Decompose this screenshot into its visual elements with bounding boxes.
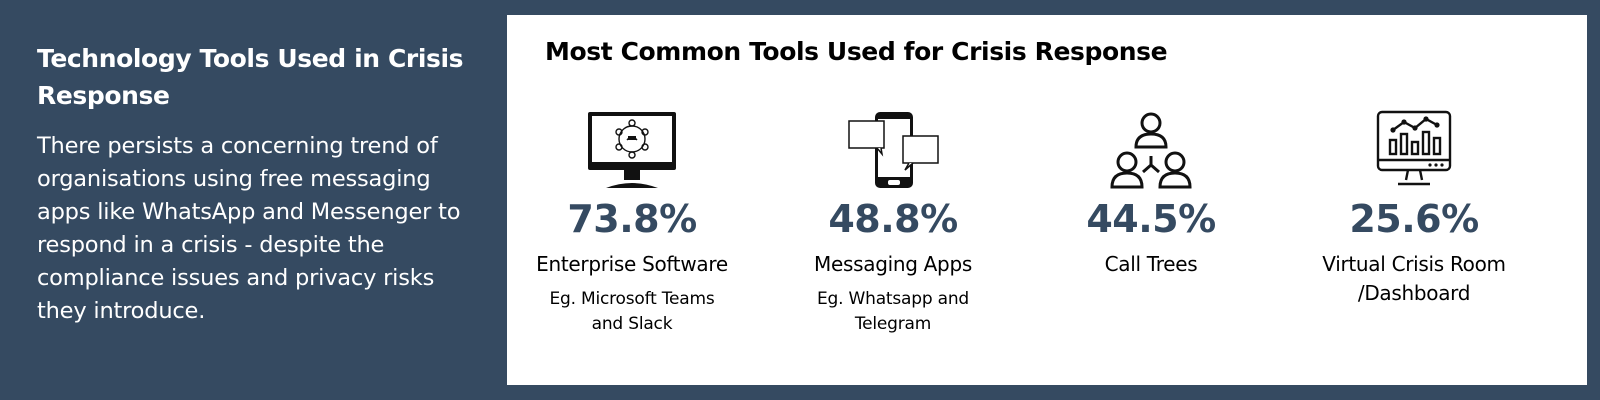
smartphone-chat-icon: [848, 112, 939, 188]
stat-virtual-crisis-room: 25.6% Virtual Crisis Room /Dashboard: [1289, 110, 1539, 308]
stat-value: 44.5%: [1086, 197, 1216, 241]
intro-body: There persists a concerning trend of org…: [37, 133, 461, 324]
stat-label-line: Virtual Crisis Room: [1322, 252, 1506, 276]
stat-label: Virtual Crisis Room /Dashboard: [1289, 250, 1539, 308]
stat-messaging-apps: 48.8% Messaging Apps Eg. Whatsapp and Te…: [768, 110, 1018, 337]
tools-card: Most Common Tools Used for Crisis Respon…: [507, 15, 1587, 385]
stat-label: Enterprise Software: [536, 252, 728, 276]
stat-example-line: and Slack: [591, 314, 673, 334]
stat-label: Messaging Apps: [814, 252, 972, 276]
stat-enterprise-software: 73.8% Enterprise Software Eg. Microsoft …: [507, 110, 757, 337]
stat-example: Eg. Whatsapp and Telegram: [768, 287, 1018, 337]
stat-example-line: Eg. Whatsapp and: [816, 289, 970, 309]
stat-label: Call Trees: [1104, 252, 1198, 276]
card-title: Most Common Tools Used for Crisis Respon…: [545, 37, 1168, 66]
monitor-network-icon: [588, 112, 676, 188]
people-tree-icon: [1110, 112, 1192, 189]
stat-value: 73.8%: [567, 197, 697, 241]
stat-value: 25.6%: [1349, 197, 1479, 241]
stat-label-line: /Dashboard: [1357, 281, 1471, 305]
stat-example-line: Eg. Microsoft Teams: [549, 289, 715, 309]
stat-example: Eg. Microsoft Teams and Slack: [507, 287, 757, 337]
dashboard-monitor-icon: [1376, 110, 1452, 186]
stat-call-trees: 44.5% Call Trees: [1026, 110, 1276, 279]
intro-panel: Technology Tools Used in Crisis Response…: [37, 40, 477, 328]
intro-title: Technology Tools Used in Crisis Response: [37, 44, 464, 110]
stat-example-line: Telegram: [854, 314, 932, 334]
stat-value: 48.8%: [828, 197, 958, 241]
